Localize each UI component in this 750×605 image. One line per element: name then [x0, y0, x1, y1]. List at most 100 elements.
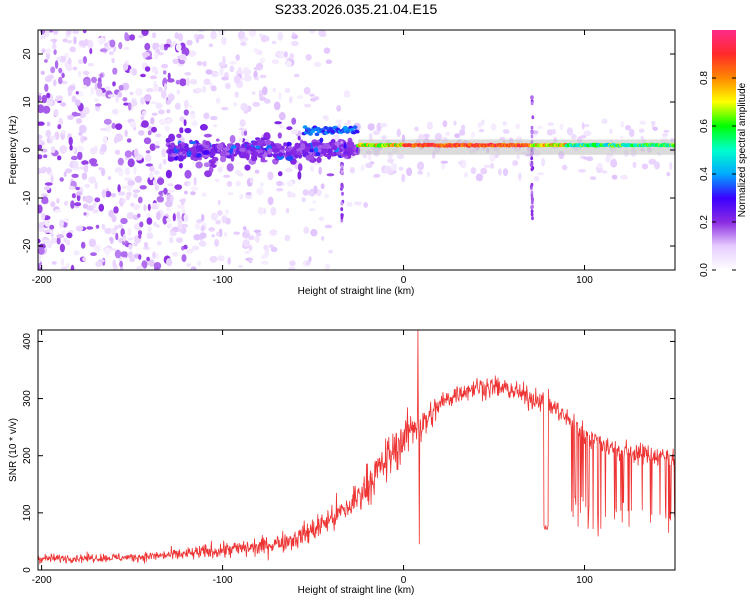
spectrogram-cell: [227, 192, 234, 196]
spectrogram-cell: [131, 100, 138, 107]
spectrogram-cell: [178, 59, 185, 65]
spectrogram-cell: [38, 144, 43, 150]
spectrogram-cell: [215, 97, 221, 104]
spectrogram-cell: [248, 30, 257, 37]
spectrogram-cell: [144, 154, 152, 162]
spectrogram-cell: [318, 30, 326, 37]
spectrogram-cell: [530, 156, 534, 161]
x-tick-label: 0: [401, 575, 407, 586]
spectrogram-cell: [291, 117, 297, 125]
spectrogram-cell: [97, 81, 103, 90]
spectrogram-cell: [182, 150, 186, 154]
spectrogram-cell: [40, 30, 45, 35]
spectrogram-cell: [73, 112, 81, 117]
spectrogram-cell: [286, 141, 292, 147]
spectrogram-cell: [145, 150, 151, 154]
spectrogram-cell: [245, 229, 250, 234]
spectrogram-cell: [161, 148, 167, 158]
spectrogram-cell: [126, 138, 132, 143]
spectrogram-cell: [196, 61, 203, 66]
spectrogram-cell: [127, 102, 132, 111]
spectrogram-cell: [50, 175, 54, 183]
spectrogram-cell: [41, 94, 47, 104]
spectrogram-cell: [239, 154, 246, 159]
spectrogram-cell: [305, 154, 312, 161]
spectrogram-cell: [217, 166, 223, 173]
spectrogram-cell: [158, 52, 164, 56]
spectrogram-cell: [229, 65, 235, 73]
spectrogram-cell: [72, 66, 78, 71]
x-tick-label: -200: [32, 275, 52, 286]
spectrogram-cell: [291, 129, 299, 135]
spectrogram-cell: [132, 68, 137, 76]
spectrogram-cell: [38, 247, 45, 255]
spectrogram-cell: [101, 189, 107, 199]
spectrogram-cell: [330, 139, 336, 144]
spectrogram-cell: [217, 210, 223, 216]
spectrogram-cell: [153, 52, 159, 60]
spectrogram-cell: [289, 53, 295, 60]
spectrogram-cell: [190, 266, 197, 270]
spectrogram-cell: [306, 260, 311, 266]
spectrogram-cell: [310, 229, 318, 237]
spectrogram-cell: [67, 88, 72, 97]
spectrogram-cell: [59, 243, 65, 253]
spectrogram-cell: [313, 185, 318, 194]
spectrogram-cell: [242, 67, 250, 76]
snr-x-axis-label: Height of straight line (km): [298, 585, 415, 596]
spectrogram-cell: [50, 66, 56, 74]
spectrogram-cell: [227, 257, 231, 265]
spectrogram-cell: [225, 208, 229, 216]
spectrogram-cell: [97, 37, 105, 45]
spectrogram-cell: [58, 76, 63, 85]
spectrogram-cell: [296, 95, 304, 100]
spectrogram-cell: [161, 63, 169, 69]
spectrogram-cell: [185, 77, 190, 87]
spectrogram-cell: [109, 39, 116, 48]
spectrogram-cell: [171, 41, 177, 46]
spectrogram-cell: [70, 264, 75, 270]
spectrogram-cell: [270, 207, 277, 216]
spectrogram-cell: [110, 193, 117, 198]
snr-frame: [37, 329, 676, 571]
spectrogram-cell: [175, 145, 181, 150]
spectrogram-cell: [531, 166, 535, 170]
x-tick-label: -100: [213, 575, 233, 586]
spectrogram-cell: [305, 54, 312, 61]
spectrogram-cell: [66, 39, 73, 44]
spectrogram-cell: [183, 119, 187, 127]
spectrogram-cell: [143, 241, 149, 248]
x-tick-label: 0: [401, 275, 407, 286]
colorbar-label: Normalized spectral amplitude: [737, 82, 748, 217]
spectrogram-cell: [255, 187, 264, 196]
spectrogram-cell: [122, 233, 126, 242]
spectrogram-cell: [70, 200, 75, 209]
spectrogram-cell: [240, 77, 246, 81]
spectrogram-cell: [221, 76, 229, 81]
spectrogram-cell: [360, 164, 365, 171]
spectrogram-cell: [41, 196, 49, 204]
spectrogram-cell: [191, 146, 196, 151]
spectrogram-cell: [388, 171, 394, 176]
spectrogram-cell: [204, 140, 211, 146]
spectrogram-cell: [234, 91, 239, 98]
spectrogram-cell: [233, 102, 238, 107]
spectrogram-cell: [154, 141, 161, 146]
spectrogram-cell: [442, 120, 448, 128]
spectrogram-cell: [254, 77, 259, 81]
spectrogram-cell: [267, 171, 274, 181]
spectrogram-cell: [611, 174, 618, 180]
spectrogram-cell: [177, 204, 185, 209]
spectrogram-cell: [127, 237, 134, 241]
spectrogram-cell: [112, 67, 118, 75]
spectrogram-cell: [66, 263, 70, 268]
spectrogram-cell: [147, 203, 151, 211]
spectrogram-cell: [117, 91, 123, 98]
spectrogram-cell: [352, 125, 358, 129]
spectrogram-cell: [267, 148, 272, 155]
spectrogram-cell: [243, 74, 252, 82]
spectrogram-cell: [489, 153, 496, 163]
spectrogram-cell: [205, 69, 213, 75]
spectrogram-cell: [201, 192, 207, 197]
spectrogram-cell: [354, 201, 362, 206]
